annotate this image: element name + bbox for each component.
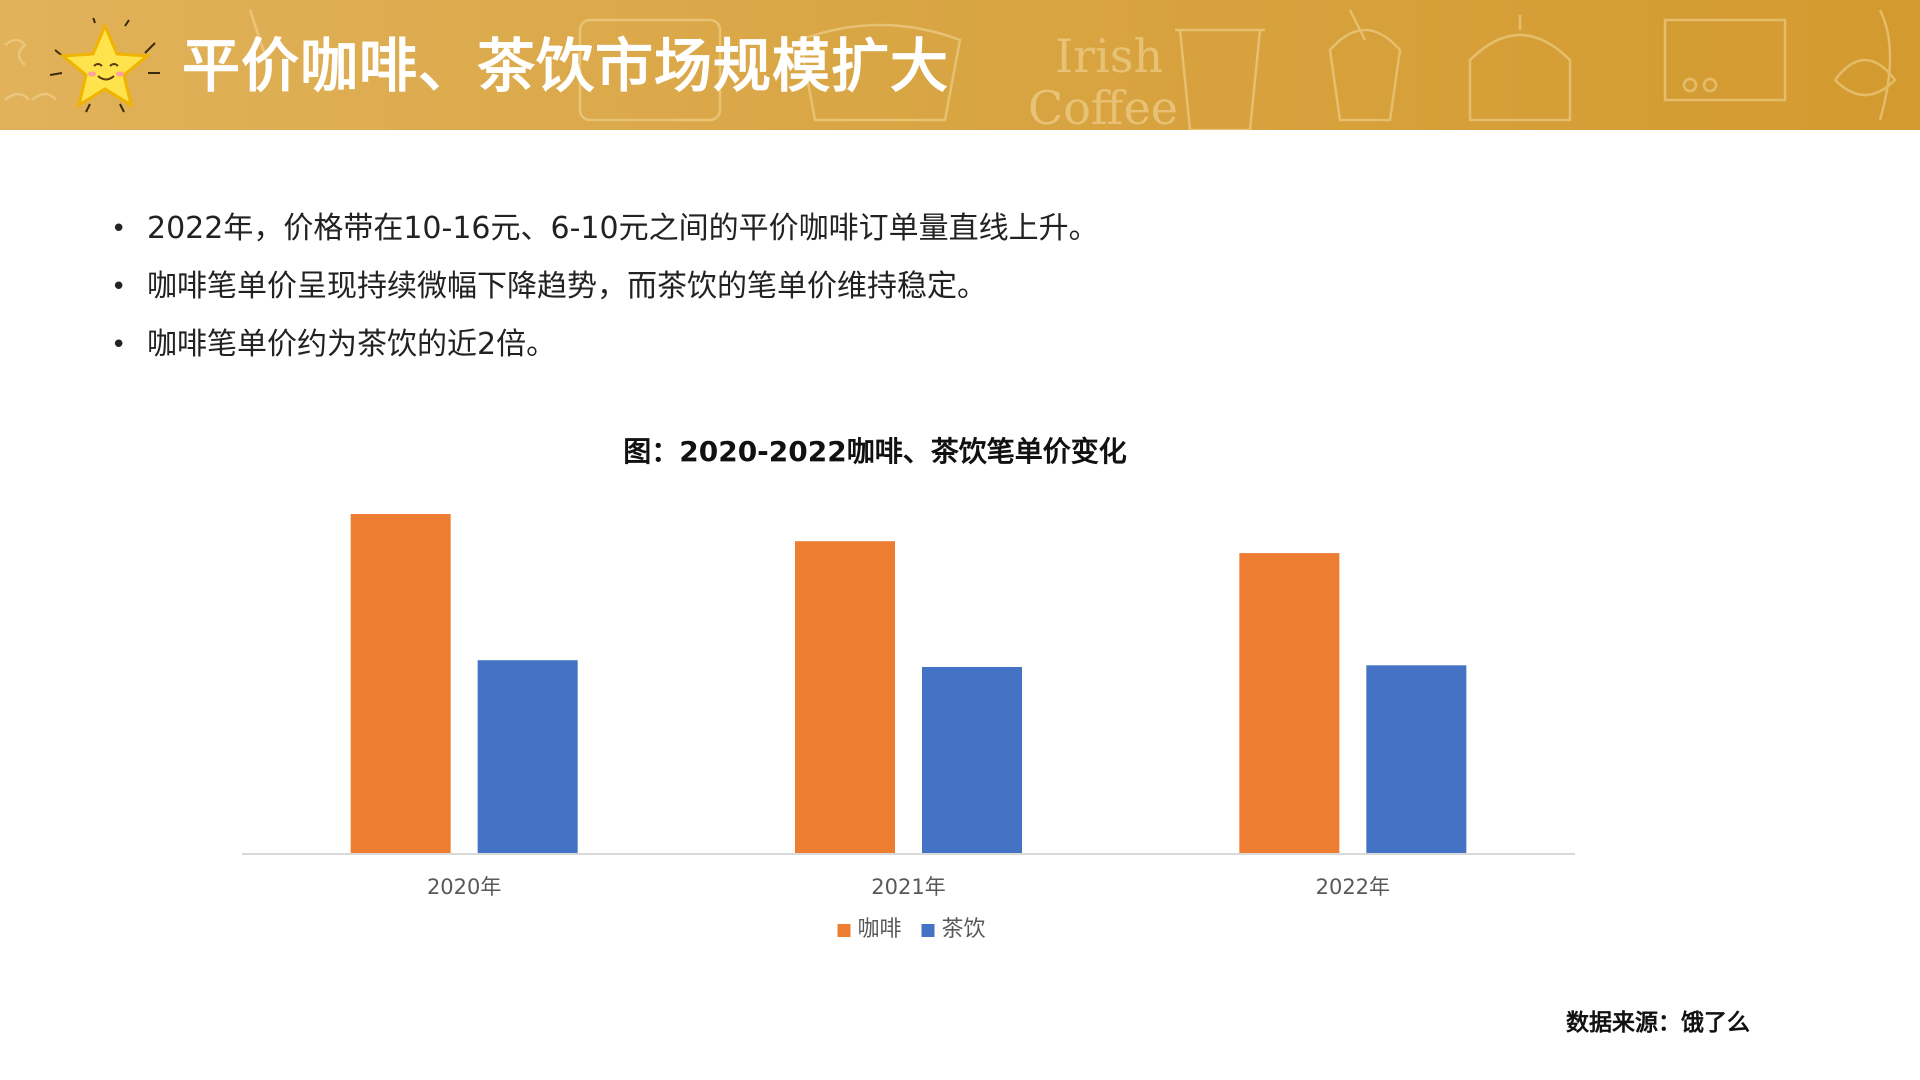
bar-茶饮-2022年 <box>1366 665 1467 854</box>
bullet-dot-icon: • <box>111 272 127 302</box>
bullet-text: 咖啡笔单价呈现持续微幅下降趋势，而茶饮的笔单价维持稳定。 <box>147 269 987 304</box>
decor-text-coffee: Coffee <box>1028 81 1178 130</box>
chart-title: 图：2020-2022咖啡、茶饮笔单价变化 <box>623 435 1127 468</box>
decor-text-irish: Irish <box>1055 29 1163 83</box>
data-source: 数据来源：饿了么 <box>1566 1010 1750 1036</box>
bar-咖啡-2020年 <box>350 514 451 854</box>
bullet-text: 2022年，价格带在10-16元、6-10元之间的平价咖啡订单量直线上升。 <box>147 211 1099 246</box>
bar-茶饮-2020年 <box>477 660 578 854</box>
x-tick-label: 2020年 <box>427 875 501 899</box>
coffee-doodle-background: Irish Coffee <box>4 9 1897 130</box>
star-mascot-icon <box>50 18 160 113</box>
x-tick-label: 2021年 <box>871 875 945 899</box>
page-title: 平价咖啡、茶饮市场规模扩大 <box>182 32 950 100</box>
bar-茶饮-2021年 <box>922 667 1022 854</box>
bullet-dot-icon: • <box>111 330 127 360</box>
legend-swatch-咖啡 <box>837 924 851 937</box>
x-tick-label: 2022年 <box>1316 875 1390 899</box>
bullet-text: 咖啡笔单价约为茶饮的近2倍。 <box>147 327 557 362</box>
bullet-item: • 2022年，价格带在10-16元、6-10元之间的平价咖啡订单量直线上升。 <box>105 200 1705 258</box>
legend-label-咖啡: 咖啡 <box>858 917 902 942</box>
bar-咖啡-2022年 <box>1239 553 1340 854</box>
bullet-dot-icon: • <box>111 214 127 244</box>
bullet-item: • 咖啡笔单价约为茶饮的近2倍。 <box>105 316 1705 374</box>
header-banner: Irish Coffee 平价咖啡、茶饮市场规模扩大 <box>0 0 1920 130</box>
bar-咖啡-2021年 <box>795 541 895 854</box>
bullet-list: • 2022年，价格带在10-16元、6-10元之间的平价咖啡订单量直线上升。 … <box>105 200 1705 374</box>
legend-swatch-茶饮 <box>921 924 935 937</box>
legend-label-茶饮: 茶饮 <box>942 917 986 942</box>
bullet-item: • 咖啡笔单价呈现持续微幅下降趋势，而茶饮的笔单价维持稳定。 <box>105 258 1705 316</box>
